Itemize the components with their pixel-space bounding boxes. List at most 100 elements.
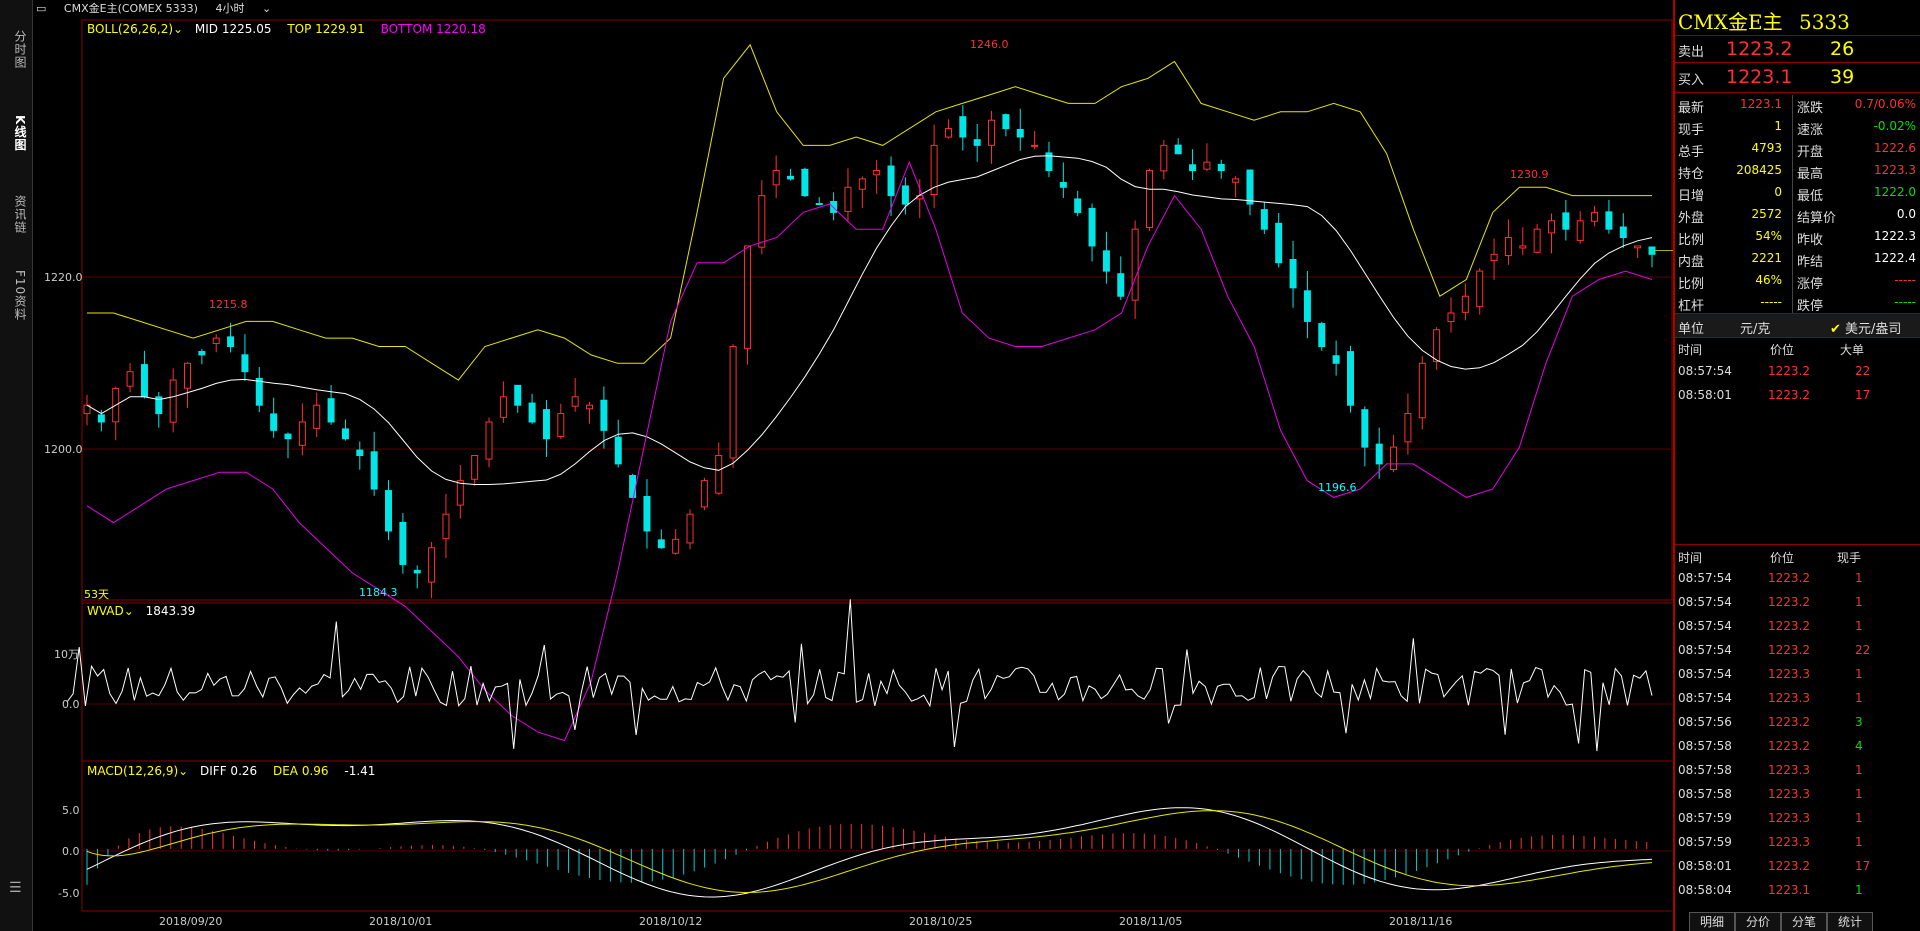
list-menu-icon[interactable]: ☰ — [9, 880, 22, 896]
candle-body — [341, 428, 349, 440]
tick-row[interactable]: 08:57:58 1223.3 1 — [1675, 760, 1920, 784]
candle-body — [686, 513, 694, 544]
candle-body — [787, 175, 795, 180]
stat-value: 1222.4 — [1874, 251, 1916, 265]
date-label: 2018/11/16 — [1389, 915, 1453, 928]
check-icon: ✔ — [1830, 322, 1841, 337]
row-price: 1223.3 — [1768, 811, 1810, 825]
row-volume: 22 — [1855, 364, 1871, 378]
tick-row[interactable]: 08:57:54 1223.2 1 — [1675, 568, 1920, 592]
stat-label: 日增 — [1678, 189, 1705, 204]
tick-row[interactable]: 08:58:01 1223.2 17 — [1675, 856, 1920, 880]
window-icon: ▭ — [36, 2, 47, 15]
row-price: 1223.1 — [1768, 883, 1810, 897]
boll-legend: BOLL(26,26,2)⌄ MID 1225.05 TOP 1229.91 B… — [87, 22, 486, 36]
candle-body — [1303, 290, 1311, 322]
candle-body — [140, 364, 148, 398]
candle-body — [1131, 228, 1139, 301]
tab-price-distribution[interactable]: 分价 — [1735, 912, 1781, 931]
tab-detail[interactable]: 明细 — [1689, 912, 1735, 931]
candle-body — [1145, 170, 1153, 228]
stat-label: 结算价 — [1797, 211, 1837, 226]
row-price: 1223.3 — [1768, 787, 1810, 801]
candle-body — [255, 377, 263, 406]
unit-usd-label: 美元/盎司 — [1845, 322, 1902, 337]
boll-name[interactable]: BOLL(26,26,2) — [87, 22, 174, 36]
row-time: 08:57:54 — [1678, 643, 1732, 657]
stat-label: 开盘 — [1797, 145, 1824, 160]
tick-row[interactable]: 08:57:59 1223.3 1 — [1675, 808, 1920, 832]
wvad-name[interactable]: WVAD — [87, 604, 124, 618]
candle-body — [887, 165, 895, 197]
candle-body — [1045, 152, 1053, 172]
candle-body — [1117, 273, 1125, 297]
date-label: 2018/11/05 — [1119, 915, 1183, 928]
candle-body — [1361, 409, 1369, 448]
row-price: 1223.3 — [1768, 691, 1810, 705]
tick-row[interactable]: 08:58:04 1223.1 1 — [1675, 880, 1920, 904]
candle-body — [227, 336, 235, 348]
tick-row[interactable]: 08:57:54 1223.2 22 — [1675, 640, 1920, 664]
big-order-row[interactable]: 08:57:54 1223.2 22 — [1675, 361, 1920, 385]
tick-row[interactable]: 08:57:54 1223.3 1 — [1675, 664, 1920, 688]
unit-cny-option[interactable]: 元/克 — [1740, 322, 1771, 337]
candle-body — [1619, 226, 1627, 239]
candle-body — [571, 396, 579, 407]
boll-mid: MID 1225.05 — [194, 22, 272, 36]
candle-body — [442, 513, 450, 540]
macd-legend: MACD(12,26,9)⌄ DIFF 0.26 DEA 0.96 -1.41 — [87, 764, 375, 778]
tab-f10[interactable]: F10资料 — [13, 270, 27, 322]
date-label: 2018/09/20 — [159, 915, 223, 928]
candle-body — [1031, 144, 1039, 147]
candle-body — [1519, 245, 1527, 249]
quote-stat-row: 现手 1 速涨 -0.02% — [1675, 117, 1920, 139]
tab-tick[interactable]: 分笔 — [1781, 912, 1827, 931]
stat-label: 最高 — [1797, 167, 1824, 182]
row-price: 1223.2 — [1768, 364, 1810, 378]
tick-row[interactable]: 08:57:54 1223.2 1 — [1675, 616, 1920, 640]
period-selector[interactable]: 4小时 ⌄ — [215, 2, 285, 15]
candle-body — [1002, 114, 1010, 130]
tab-news[interactable]: 资讯链 — [13, 195, 27, 234]
row-volume: 1 — [1855, 787, 1863, 801]
big-order-row[interactable]: 08:58:01 1223.2 17 — [1675, 385, 1920, 409]
stat-label: 涨跌 — [1797, 101, 1824, 116]
tab-kline[interactable]: K线图 — [13, 115, 27, 152]
tab-statistics[interactable]: 统计 — [1827, 912, 1873, 931]
wvad-value: 1843.39 — [145, 604, 196, 618]
unit-usd-option[interactable]: ✔ 美元/盎司 — [1830, 318, 1901, 337]
boll-top-line — [87, 43, 1652, 381]
tab-timeshare[interactable]: 分时图 — [13, 30, 27, 69]
divider — [1792, 139, 1793, 161]
row-volume: 17 — [1855, 388, 1871, 402]
row-time: 08:58:01 — [1678, 859, 1732, 873]
quote-stat-row: 总手 4793 开盘 1222.6 — [1675, 139, 1920, 161]
row-price: 1223.2 — [1768, 643, 1810, 657]
kline-chart-area[interactable] — [32, 18, 1673, 931]
stat-value: 1222.0 — [1874, 185, 1916, 199]
boll-top: TOP 1229.91 — [287, 22, 365, 36]
date-label: 2018/10/25 — [909, 915, 973, 928]
tick-row[interactable]: 08:57:54 1223.3 1 — [1675, 688, 1920, 712]
tick-row[interactable]: 08:57:58 1223.3 1 — [1675, 784, 1920, 808]
tick-row[interactable]: 08:57:56 1223.2 3 — [1675, 712, 1920, 736]
candle-body — [1447, 312, 1455, 323]
low2-mark: 1196.6 — [1318, 481, 1357, 494]
candle-body — [873, 170, 881, 176]
buy-price: 1223.1 — [1726, 66, 1793, 88]
row-time: 08:58:04 — [1678, 883, 1732, 897]
row-volume: 1 — [1855, 595, 1863, 609]
unit-label: 单位 — [1678, 322, 1705, 337]
macd-name[interactable]: MACD(12,26,9) — [87, 764, 179, 778]
stat-value: 46% — [1755, 273, 1782, 287]
row-time: 08:57:54 — [1678, 595, 1732, 609]
candle-body — [1160, 144, 1168, 172]
candle-body — [1547, 220, 1555, 234]
divider — [1792, 183, 1793, 205]
row-price: 1223.2 — [1768, 859, 1810, 873]
tick-row[interactable]: 08:57:59 1223.3 1 — [1675, 832, 1920, 856]
tick-row[interactable]: 08:57:58 1223.2 4 — [1675, 736, 1920, 760]
candle-body — [815, 203, 823, 206]
candle-body — [1490, 253, 1498, 261]
tick-row[interactable]: 08:57:54 1223.2 1 — [1675, 592, 1920, 616]
